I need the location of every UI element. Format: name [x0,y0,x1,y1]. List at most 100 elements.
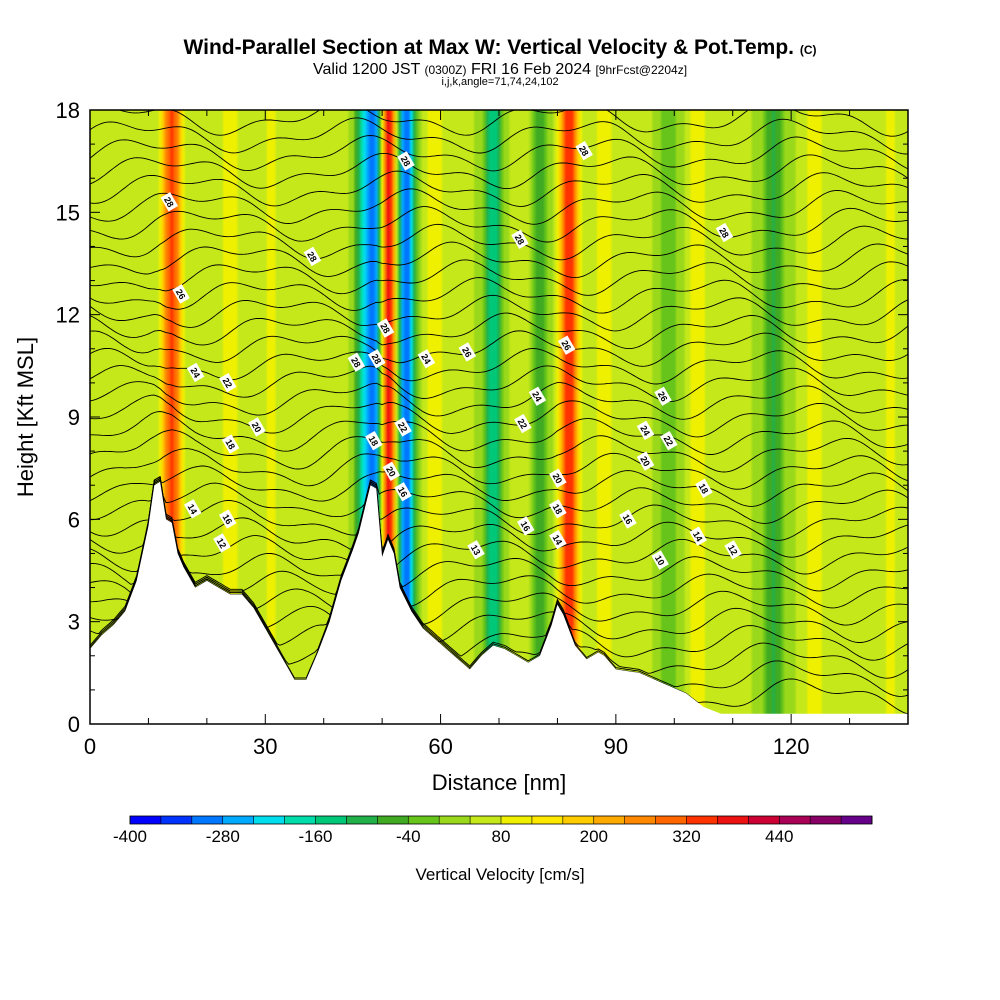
contour-label-bg [511,229,529,250]
x-axis-label: Distance [nm] [432,770,567,795]
contour-line [90,223,908,261]
contour-line [90,277,908,314]
contour-label-bg [160,192,179,212]
colorbar-tick-label: 320 [672,827,700,846]
contour-label-bg [660,430,678,451]
colorbar-tick-label: -160 [298,827,332,846]
contour-label-text: 18 [367,434,381,448]
contour-line [90,465,908,507]
contour-line [90,477,908,609]
contour-label-text: 20 [250,420,264,434]
y-tick-label: 9 [68,405,80,430]
contour-label-bg [549,529,567,550]
colorbar-swatch [160,816,193,824]
contour-label-text: 18 [223,437,237,451]
y-tick-label: 12 [56,303,80,328]
colorbar-swatch [439,816,471,824]
contour-label-text: 24 [638,424,652,438]
contour-label-bg [394,482,412,502]
contour-label: 16 [218,509,237,529]
contour-line [90,188,908,225]
contour-label-text: 24 [419,352,433,366]
contour-label-text: 28 [349,356,363,370]
contour-label-bg [417,349,436,369]
valid-utc: (0300Z) [424,63,467,77]
colorbar-swatch [253,816,285,824]
contour-label-bg [636,451,655,471]
contour-label-text: 18 [697,482,711,496]
contour-label-text: 24 [530,390,544,404]
y-tick-label: 0 [68,712,80,737]
contour-label-bg [575,140,593,161]
colorbar-tick-label: 440 [765,827,793,846]
contour-label-bg [218,372,237,393]
colorbar-swatch [624,816,656,824]
contour-label: 26 [458,342,477,362]
contour-label: 22 [514,413,532,434]
contour-label-text: 12 [726,543,740,557]
contour-label: 13 [467,540,485,560]
contour-label: 14 [549,529,567,550]
contour-label-bg [654,386,672,406]
axes: 0 30 60 90 120 0 3 6 9 12 15 18 [56,98,909,759]
contour-label: 20 [549,468,567,488]
contour-label: 18 [365,430,383,451]
colorbar-tick-label: -400 [113,827,147,846]
contour-label-bg [347,352,366,372]
contour-label: 24 [528,386,547,406]
y-tick-label: 6 [68,507,80,532]
x-tick-label: 90 [604,734,628,759]
contour-label-bg [382,461,401,482]
contour-label-text: 22 [516,417,530,431]
copyright-mark: (C) [799,43,817,57]
contour-line [90,241,908,279]
y-tick-label: 18 [56,98,80,123]
contour-line [90,479,908,626]
contour-label: 10 [651,550,669,570]
contour-label: 12 [724,540,742,560]
x-tick-label: 120 [773,734,810,759]
contour-label: 20 [248,417,266,437]
contour-label: 12 [213,533,231,553]
contour-line [90,135,908,172]
chart-title: Wind-Parallel Section at Max W: Vertical… [0,36,1000,60]
contour-label: 16 [516,516,535,536]
x-tick-label: 0 [84,734,96,759]
contour-label-bg [695,478,713,499]
contour-label-text: 28 [577,144,591,158]
contour-line [90,475,908,592]
contour-label-bg [218,509,237,529]
contour-label: 20 [382,461,401,482]
contour-line [90,365,908,403]
contour-label-bg [394,417,412,437]
contour-label-bg [367,349,386,369]
contour-label: 24 [636,420,655,441]
colorbar-swatch [841,816,873,824]
contour-label: 24 [417,349,436,369]
contour-line [90,312,908,350]
contour-label-text: 28 [162,195,176,209]
contour-label-text: 28 [717,226,731,240]
contour-label: 28 [575,140,593,161]
terrain-mask [90,481,908,724]
valid-date: FRI 16 Feb 2024 [470,61,592,78]
contour-label-text: 12 [215,536,229,550]
contour-label-text: 16 [220,512,234,526]
contour-line [90,170,908,207]
contour-label-text: 22 [396,420,410,434]
contour-line [90,206,908,243]
contour-label-bg [172,284,190,304]
contour-label: 24 [186,362,205,383]
colorbar-swatch [346,816,378,824]
contour-label: 26 [654,386,672,406]
colorbar-swatch [315,816,347,824]
colorbar-swatch [377,816,409,824]
colorbar-swatch [222,816,254,824]
colorbar-swatch [191,816,224,824]
contour-label-text: 16 [621,512,635,526]
contour-label: 22 [394,417,412,437]
contour-line [90,294,908,332]
colorbar-tick-label: -40 [396,827,421,846]
contour-label: 28 [715,222,734,243]
contour-label-text: 18 [551,502,565,516]
